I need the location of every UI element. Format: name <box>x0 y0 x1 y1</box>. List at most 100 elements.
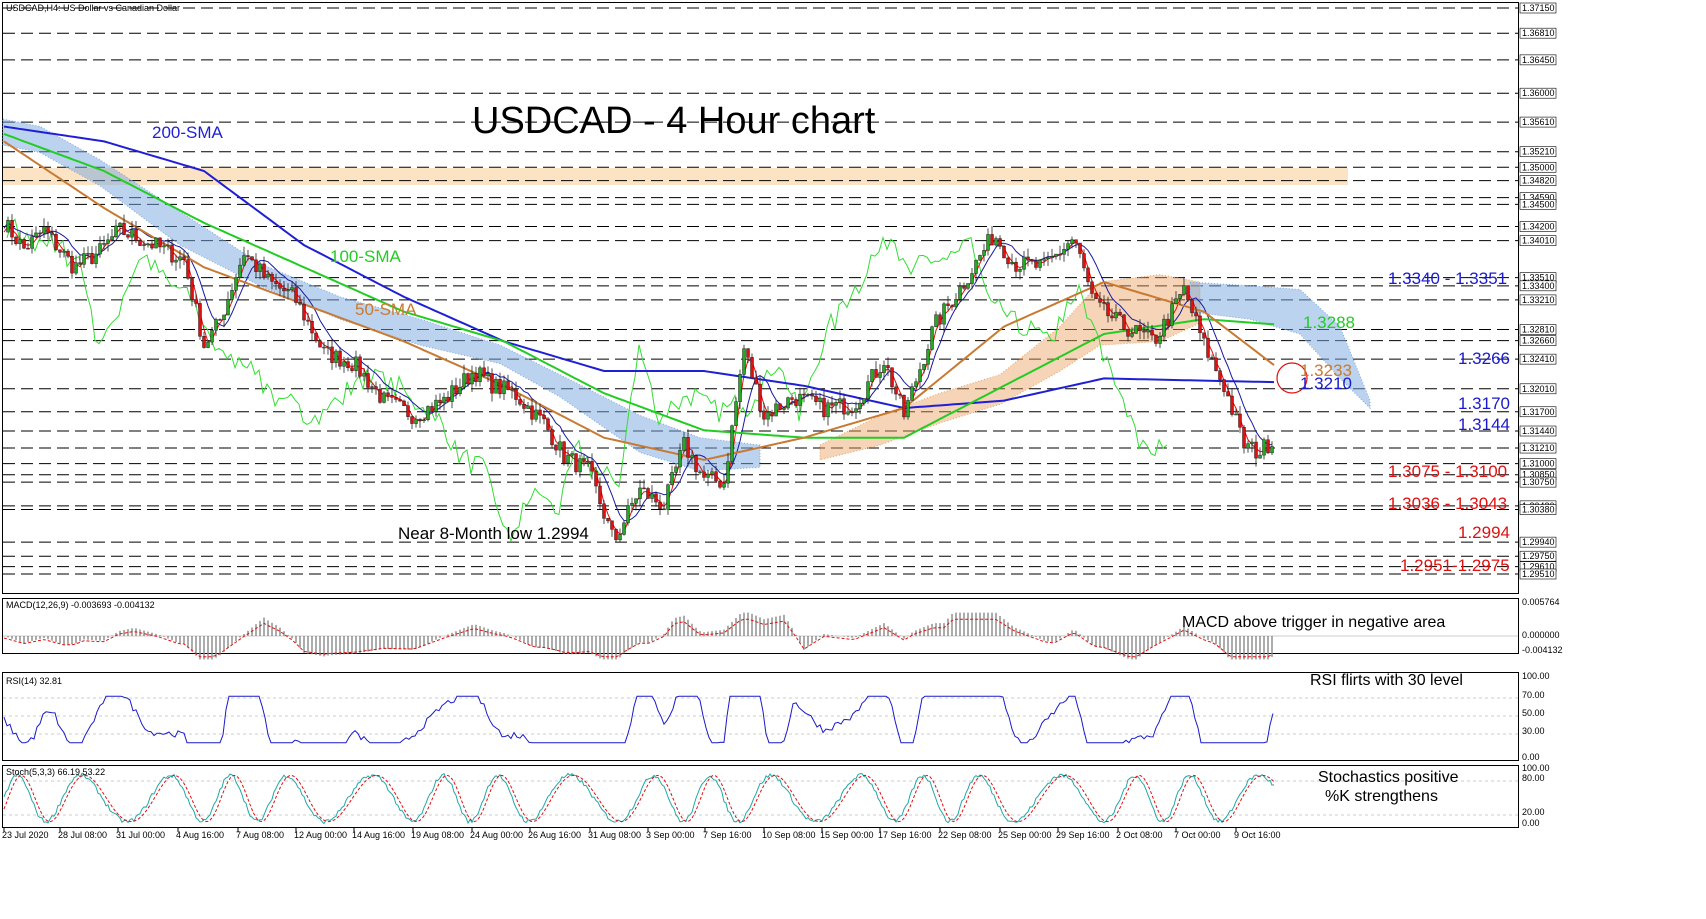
candle-up <box>370 386 374 388</box>
candle-up <box>242 255 246 266</box>
candle-up <box>154 237 158 249</box>
candle-down <box>1266 439 1270 454</box>
candle-down <box>778 403 782 410</box>
price-tick-label: 1.35210 <box>1522 147 1555 157</box>
candle-up <box>286 289 290 292</box>
candle-down <box>1254 441 1258 459</box>
candle-up <box>958 285 962 300</box>
candle-down <box>1034 260 1038 268</box>
price-tick-box <box>1519 199 1557 210</box>
candle-up <box>782 407 786 410</box>
stoch-k-line <box>3 772 1275 825</box>
candle-up <box>502 380 506 395</box>
time-label: 31 Aug 08:00 <box>588 830 641 840</box>
sma100-line <box>3 132 1275 439</box>
candle-down <box>514 388 518 400</box>
candle-up <box>666 484 670 510</box>
price-tick-box <box>1519 294 1557 306</box>
candle-down <box>754 377 758 385</box>
candle-down <box>182 256 186 260</box>
candle-down <box>406 405 410 417</box>
price-tick-box <box>1519 335 1557 346</box>
candle-up <box>18 239 22 245</box>
price-tick-label: 1.31700 <box>1522 407 1555 417</box>
resistance-label-1: 1.3340 - 1.3351 <box>1388 269 1507 288</box>
candle-down <box>718 480 722 488</box>
candle-up <box>266 273 270 278</box>
time-label: 25 Sep 00:00 <box>998 830 1052 840</box>
candle-up <box>954 299 958 308</box>
price-tick-label: 1.33210 <box>1522 295 1555 305</box>
candle-down <box>246 255 250 257</box>
candle-down <box>898 393 902 396</box>
macd-histogram <box>3 612 1518 660</box>
rsi-value-line <box>3 695 1274 744</box>
candle-up <box>222 314 226 321</box>
candle-down <box>338 350 342 367</box>
price-tick-box <box>1519 280 1557 292</box>
candle-up <box>690 455 694 458</box>
crossover-circle <box>1276 362 1308 394</box>
candle-down <box>490 373 494 394</box>
sma200-label: 200-SMA <box>152 123 224 142</box>
sma200-line <box>3 125 1275 410</box>
candle-up <box>382 392 386 403</box>
candle-down <box>1118 311 1122 316</box>
candle-up <box>210 329 214 343</box>
candle-down <box>1030 259 1034 262</box>
candle-up <box>1050 256 1054 259</box>
candle-up <box>118 222 122 227</box>
candle-up <box>706 473 710 478</box>
candle-up <box>174 259 178 263</box>
price-tick-label: 1.32660 <box>1522 336 1555 346</box>
candle-down <box>158 237 162 248</box>
candle-up <box>422 419 426 422</box>
price-tick-label: 1.37150 <box>1522 3 1555 13</box>
candle-down <box>1006 257 1010 265</box>
price-tick-label: 1.29940 <box>1522 537 1555 547</box>
candle-up <box>74 262 78 274</box>
price-tick-box <box>1519 235 1557 246</box>
price-tick-label: 1.32410 <box>1522 354 1555 364</box>
support-label-2: 1.3036 - 1.3043 <box>1388 494 1507 513</box>
candle-down <box>1198 315 1202 334</box>
candle-down <box>658 501 662 510</box>
candle-down <box>890 367 894 388</box>
candle-down <box>1058 253 1062 256</box>
candle-up <box>1262 439 1266 456</box>
candle-up <box>878 372 882 378</box>
candle-down <box>790 397 794 400</box>
rsi-tick: 30.00 <box>1522 726 1545 736</box>
time-label: 14 Aug 16:00 <box>352 830 405 840</box>
price-tick-label: 1.29610 <box>1522 562 1555 572</box>
candle-down <box>1074 239 1078 244</box>
candle-down <box>1150 329 1154 336</box>
candle-up <box>1018 269 1022 272</box>
sma50-line <box>3 140 1275 461</box>
time-label: 26 Aug 16:00 <box>528 830 581 840</box>
candle-up <box>806 394 810 396</box>
candle-up <box>558 441 562 451</box>
time-label: 7 Oct 00:00 <box>1174 830 1221 840</box>
time-label: 24 Aug 00:00 <box>470 830 523 840</box>
rsi-panel-frame <box>2 672 1519 761</box>
price-tick-box <box>1519 87 1557 99</box>
rsi-header: RSI(14) 32.81 <box>6 676 62 686</box>
candle-down <box>150 243 154 249</box>
price-tick-box <box>1519 476 1557 488</box>
candle-down <box>874 369 878 378</box>
candle-up <box>742 348 746 375</box>
time-label: 10 Sep 08:00 <box>762 830 816 840</box>
price-tick-label: 1.35610 <box>1522 117 1555 127</box>
candle-up <box>1046 257 1050 260</box>
candle-down <box>894 386 898 395</box>
candle-up <box>1162 318 1166 337</box>
candle-down <box>394 397 398 400</box>
macd-note: MACD above trigger in negative area <box>1182 614 1445 631</box>
candle-up <box>1250 441 1254 444</box>
candle-down <box>538 409 542 416</box>
candle-up <box>458 386 462 394</box>
candle-up <box>414 418 418 424</box>
price-tick-box <box>1519 116 1557 128</box>
